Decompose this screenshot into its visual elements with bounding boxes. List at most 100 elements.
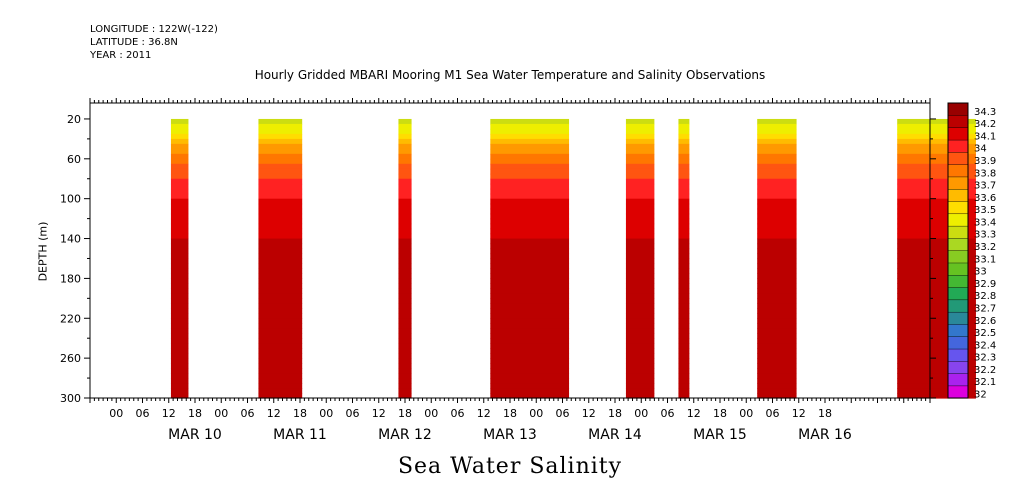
salinity-cell: [258, 253, 303, 260]
salinity-cell: [258, 378, 303, 384]
salinity-cell: [398, 358, 412, 364]
salinity-cell: [258, 273, 303, 279]
salinity-cell: [897, 258, 976, 265]
salinity-cell: [490, 193, 570, 200]
salinity-cell: [678, 128, 690, 135]
salinity-cell: [398, 278, 412, 284]
salinity-cell: [678, 388, 690, 394]
salinity-cell: [170, 123, 189, 130]
salinity-cell: [258, 238, 303, 245]
salinity-cell: [398, 203, 412, 210]
salinity-cell: [490, 253, 570, 260]
salinity-cell: [625, 288, 655, 294]
salinity-cell: [757, 188, 797, 195]
salinity-cell: [678, 218, 690, 225]
salinity-cell: [490, 363, 570, 369]
salinity-cell: [170, 263, 189, 270]
salinity-cell: [625, 223, 655, 230]
salinity-cell: [398, 218, 412, 225]
salinity-cell: [757, 368, 797, 374]
salinity-cell: [398, 378, 412, 384]
salinity-cell: [490, 368, 570, 374]
salinity-cell: [757, 118, 797, 125]
salinity-cell: [757, 253, 797, 260]
salinity-cell: [398, 138, 412, 145]
salinity-cell: [678, 138, 690, 145]
salinity-cell: [757, 248, 797, 255]
salinity-cell: [757, 183, 797, 190]
x-hour-label: 06: [136, 407, 150, 420]
salinity-cell: [678, 243, 690, 250]
salinity-cell: [897, 148, 976, 155]
x-hour-label: 12: [267, 407, 281, 420]
salinity-cell: [490, 263, 570, 270]
x-hour-label: 18: [293, 407, 307, 420]
x-hour-label: 18: [503, 407, 517, 420]
salinity-cell: [625, 308, 655, 314]
salinity-cell: [398, 168, 412, 175]
salinity-cell: [490, 313, 570, 319]
salinity-cell: [897, 208, 976, 215]
salinity-cell: [897, 308, 976, 314]
salinity-cell: [897, 133, 976, 140]
x-hour-label: 00: [634, 407, 648, 420]
salinity-cell: [897, 393, 976, 399]
salinity-cell: [625, 243, 655, 250]
salinity-cell: [678, 343, 690, 349]
x-hour-label: 18: [818, 407, 832, 420]
salinity-cell: [678, 198, 690, 205]
x-hour-label: 06: [451, 407, 465, 420]
salinity-cell: [258, 193, 303, 200]
salinity-cell: [398, 148, 412, 155]
colorbar-label: 33.3: [974, 230, 996, 241]
salinity-cell: [897, 383, 976, 389]
colorbar-cell: [947, 324, 969, 337]
salinity-cell: [625, 153, 655, 160]
salinity-cell: [757, 333, 797, 339]
colorbar-frame: [947, 102, 969, 399]
salinity-cell: [258, 293, 303, 299]
colorbar-cell: [947, 238, 969, 251]
salinity-cell: [490, 173, 570, 180]
salinity-cell: [170, 173, 189, 180]
salinity-cell: [897, 268, 976, 275]
salinity-cell: [625, 363, 655, 369]
salinity-cell: [258, 353, 303, 359]
salinity-cell: [625, 168, 655, 175]
salinity-cell: [258, 138, 303, 145]
colorbar-label: 33.9: [974, 156, 996, 167]
salinity-cell: [897, 238, 976, 245]
salinity-cell: [170, 298, 189, 304]
salinity-cell: [678, 143, 690, 150]
salinity-cell: [170, 253, 189, 260]
salinity-cell: [625, 193, 655, 200]
salinity-cell: [258, 318, 303, 324]
salinity-cell: [678, 163, 690, 170]
x-hour-label: 06: [766, 407, 780, 420]
salinity-cell: [490, 323, 570, 329]
colorbar-label: 33.6: [974, 193, 996, 204]
salinity-cell: [757, 128, 797, 135]
salinity-cell: [897, 158, 976, 165]
salinity-cell: [398, 188, 412, 195]
salinity-cell: [258, 368, 303, 374]
salinity-cell: [490, 153, 570, 160]
salinity-cell: [258, 123, 303, 130]
salinity-cell: [757, 258, 797, 265]
salinity-cell: [170, 143, 189, 150]
y-tick-label: 100: [60, 193, 81, 206]
salinity-cell: [757, 378, 797, 384]
salinity-cell: [398, 228, 412, 235]
salinity-cell: [625, 263, 655, 270]
salinity-cell: [258, 258, 303, 265]
salinity-cell: [678, 158, 690, 165]
salinity-cell: [398, 323, 412, 329]
salinity-cell: [678, 318, 690, 324]
x-hour-label: 18: [608, 407, 622, 420]
salinity-cell: [490, 318, 570, 324]
x-hour-label: 00: [109, 407, 123, 420]
salinity-cell: [490, 188, 570, 195]
salinity-cell: [398, 243, 412, 250]
salinity-cell: [170, 318, 189, 324]
salinity-cell: [490, 298, 570, 304]
